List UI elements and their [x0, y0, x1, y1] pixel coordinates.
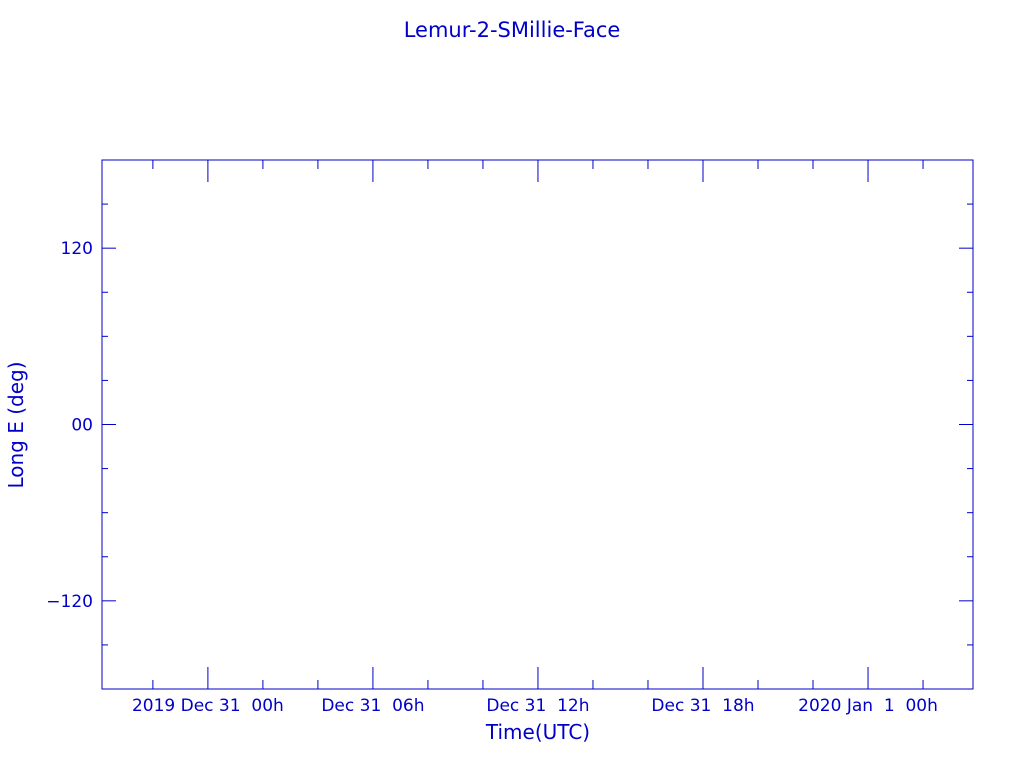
y-axis-label: Long E (deg) [4, 361, 28, 488]
x-axis-label: Time(UTC) [485, 720, 590, 744]
y-tick-label: 120 [61, 239, 93, 259]
x-tick-label: Dec 31 06h [321, 696, 424, 716]
x-tick-label: Dec 31 18h [651, 696, 754, 716]
plot-frame [101, 159, 974, 690]
x-tick-labels: 2019 Dec 31 00h Dec 31 06h Dec 31 12h Dec 3… [132, 696, 938, 716]
y-tick-labels: 120 00 −120 [46, 239, 93, 612]
y-tick-label: −120 [46, 592, 93, 612]
x-tick-label: 2019 Dec 31 00h [132, 696, 284, 716]
x-tick-label: 2020 Jan 1 00h [798, 696, 938, 716]
x-tick-label: Dec 31 12h [486, 696, 589, 716]
chart-title: Lemur-2-SMillie-Face [404, 18, 621, 42]
ticks [102, 160, 973, 689]
y-tick-label: 00 [71, 416, 93, 436]
